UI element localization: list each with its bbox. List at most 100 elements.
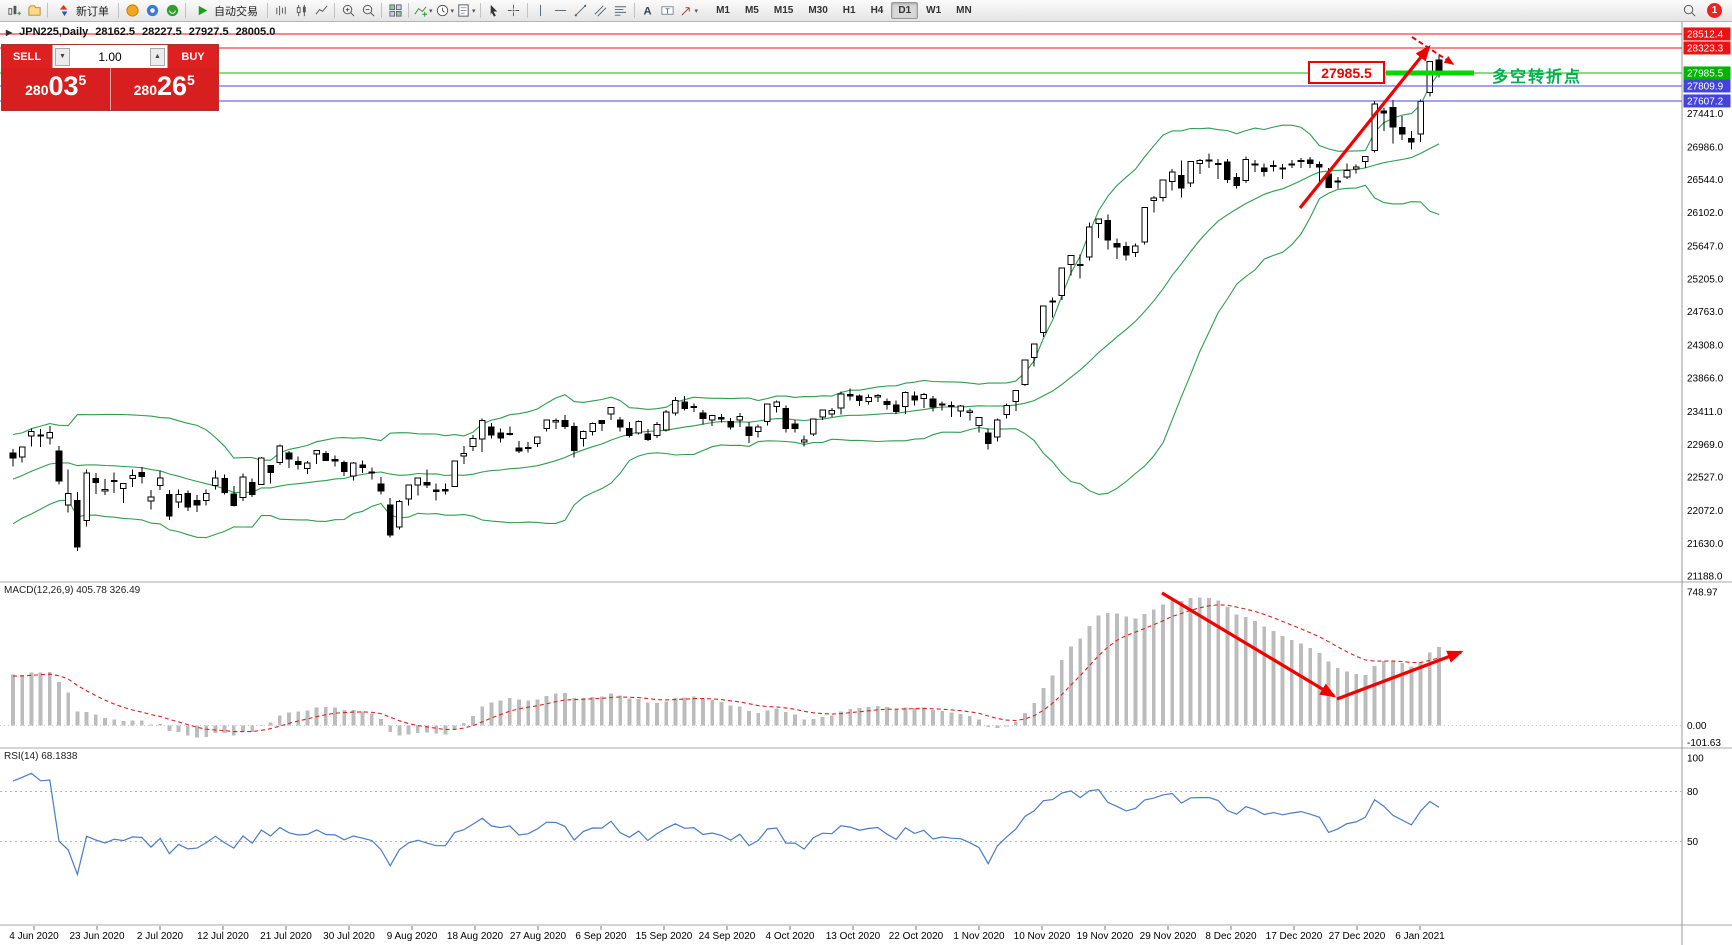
- timeframe-button-M1[interactable]: M1: [716, 5, 730, 16]
- svg-text:25647.0: 25647.0: [1687, 242, 1724, 253]
- rsi-level-lines: [0, 790, 1682, 842]
- trade-panel-price-row: 280 03 5 280 26 5: [2, 68, 218, 110]
- volume-down-button[interactable]: ▼: [55, 47, 70, 66]
- bar-chart-icon[interactable]: [271, 1, 291, 21]
- notification-badge[interactable]: 1: [1707, 3, 1722, 18]
- timeframe-button-M5[interactable]: M5: [744, 5, 759, 16]
- dropdown-caret-icon[interactable]: ▾: [694, 7, 699, 15]
- autotrading-button[interactable]: 自动交易: [189, 1, 264, 21]
- bar-close-value: 28005.0: [235, 26, 276, 38]
- svg-text:26102.0: 26102.0: [1687, 208, 1724, 219]
- svg-text:4 Oct 2020: 4 Oct 2020: [766, 931, 815, 942]
- timeframe-button-H4[interactable]: H4: [870, 5, 884, 16]
- svg-text:80: 80: [1687, 787, 1699, 798]
- autotrading-label: 自动交易: [214, 5, 258, 18]
- svg-text:28512.4: 28512.4: [1687, 29, 1724, 40]
- svg-text:12 Jul 2020: 12 Jul 2020: [197, 931, 249, 942]
- svg-text:9 Aug 2020: 9 Aug 2020: [387, 931, 438, 942]
- buy-button[interactable]: BUY: [168, 45, 218, 68]
- candles-layer: [9, 55, 1443, 551]
- svg-text:27809.9: 27809.9: [1687, 81, 1724, 92]
- fibonacci-icon[interactable]: [611, 1, 631, 21]
- candlestick-chart-icon[interactable]: [291, 1, 311, 21]
- main-toolbar: 新订单 自动交易 ▾ ▾ ▾ A T ▾ M1 M5 M15 M30 H1 H4 D1 W1 M…: [0, 0, 1732, 22]
- svg-text:27 Aug 2020: 27 Aug 2020: [510, 931, 567, 942]
- turning-point-annotation[interactable]: 多空转折点: [1492, 69, 1583, 86]
- dropdown-caret-icon[interactable]: ▾: [472, 7, 476, 15]
- new-order-button[interactable]: 新订单: [51, 1, 115, 21]
- macd-up-arrow[interactable]: [1336, 650, 1464, 701]
- toolbar-separator: [479, 3, 481, 18]
- bar-low-value: 27927.5: [188, 26, 229, 38]
- new-order-icon: [59, 4, 68, 17]
- price-scale[interactable]: 27441.0 26986.0 26544.0 26102.0 25647.0 25205…: [1683, 27, 1731, 848]
- zoom-in-icon[interactable]: [338, 1, 358, 21]
- svg-text:24308.0: 24308.0: [1687, 341, 1724, 352]
- zoom-out-icon[interactable]: [358, 1, 378, 21]
- text-label-icon[interactable]: T: [658, 1, 678, 21]
- crosshair-icon[interactable]: [504, 1, 524, 21]
- timeframe-button-M15[interactable]: M15: [773, 5, 794, 16]
- svg-text:23866.0: 23866.0: [1687, 373, 1724, 384]
- dropdown-caret-icon[interactable]: ▾: [429, 7, 433, 15]
- horizontal-level-lines[interactable]: [0, 33, 1682, 102]
- volume-value[interactable]: 1.00: [98, 49, 122, 64]
- price-pullback-arrow[interactable]: [1411, 36, 1455, 65]
- dropdown-caret-icon[interactable]: ▾: [450, 7, 455, 15]
- market-icon[interactable]: [162, 1, 182, 21]
- svg-text:21 Jul 2020: 21 Jul 2020: [260, 931, 312, 942]
- svg-text:23 Jun 2020: 23 Jun 2020: [69, 931, 124, 942]
- sell-button[interactable]: SELL: [2, 45, 52, 68]
- price-uptrend-arrow[interactable]: [1298, 45, 1431, 210]
- toolbar-right-group: 1: [1679, 1, 1728, 21]
- templates-icon[interactable]: ▾: [455, 1, 477, 21]
- svg-text:18 Aug 2020: 18 Aug 2020: [447, 931, 504, 942]
- arrows-tool-icon[interactable]: ▾: [678, 1, 700, 21]
- vertical-line-icon[interactable]: [531, 1, 551, 21]
- volume-up-button[interactable]: ▲: [149, 47, 165, 66]
- buy-price[interactable]: 280 26 5: [111, 68, 219, 110]
- svg-text:0.00: 0.00: [1687, 721, 1707, 732]
- profiles-icon[interactable]: [24, 1, 44, 21]
- timeframe-button-H1[interactable]: H1: [842, 5, 856, 16]
- trendline-icon[interactable]: [571, 1, 591, 21]
- svg-text:27985.5: 27985.5: [1687, 68, 1724, 79]
- buy-price-prefix: 280: [133, 82, 157, 98]
- svg-text:-101.63: -101.63: [1687, 738, 1721, 749]
- text-icon[interactable]: A: [638, 1, 658, 21]
- svg-text:21630.0: 21630.0: [1687, 539, 1724, 550]
- rsi-line: [12, 772, 1440, 877]
- search-icon[interactable]: [1679, 1, 1699, 21]
- new-chart-icon[interactable]: [4, 1, 24, 21]
- svg-text:8 Dec 2020: 8 Dec 2020: [1205, 931, 1257, 942]
- macd-down-arrow[interactable]: [1161, 591, 1337, 698]
- sell-price[interactable]: 280 03 5: [2, 68, 111, 110]
- price-level-annotation-box[interactable]: 27985.5: [1308, 61, 1385, 84]
- timeframe-button-M30[interactable]: M30: [808, 5, 828, 16]
- macd-indicator-label: MACD(12,26,9) 405.78 326.49: [4, 585, 141, 596]
- periods-icon[interactable]: ▾: [434, 1, 456, 21]
- annotation-arrows[interactable]: [1161, 36, 1464, 701]
- tile-windows-icon[interactable]: [385, 1, 405, 21]
- cursor-icon[interactable]: [484, 1, 504, 21]
- volume-stepper[interactable]: ▼ 1.00 ▲: [52, 45, 168, 68]
- indicators-icon[interactable]: ▾: [412, 1, 434, 21]
- svg-text:748.97: 748.97: [1687, 588, 1718, 599]
- svg-text:22527.0: 22527.0: [1687, 472, 1724, 483]
- timeframe-button-D1[interactable]: D1: [891, 2, 919, 19]
- one-click-trading-panel: SELL ▼ 1.00 ▲ BUY 280 03 5 280 26 5: [1, 44, 219, 111]
- metaquotes-icon[interactable]: [142, 1, 162, 21]
- mql-community-icon[interactable]: [122, 1, 142, 21]
- macd-histogram: [0, 597, 1682, 738]
- timeframe-button-MN[interactable]: MN: [956, 5, 972, 16]
- svg-text:22072.0: 22072.0: [1687, 506, 1724, 517]
- timeframe-button-W1[interactable]: W1: [926, 5, 942, 16]
- channel-icon[interactable]: [591, 1, 611, 21]
- time-axis[interactable]: 4 Jun 2020 23 Jun 2020 2 Jul 2020 12 Jul 20…: [9, 926, 1445, 942]
- toolbar-separator: [185, 3, 186, 18]
- horizontal-line-icon[interactable]: [551, 1, 571, 21]
- line-chart-icon[interactable]: [311, 1, 331, 21]
- macd-signal-line: [12, 604, 1440, 733]
- rsi-indicator-label: RSI(14) 68.1838: [4, 751, 78, 762]
